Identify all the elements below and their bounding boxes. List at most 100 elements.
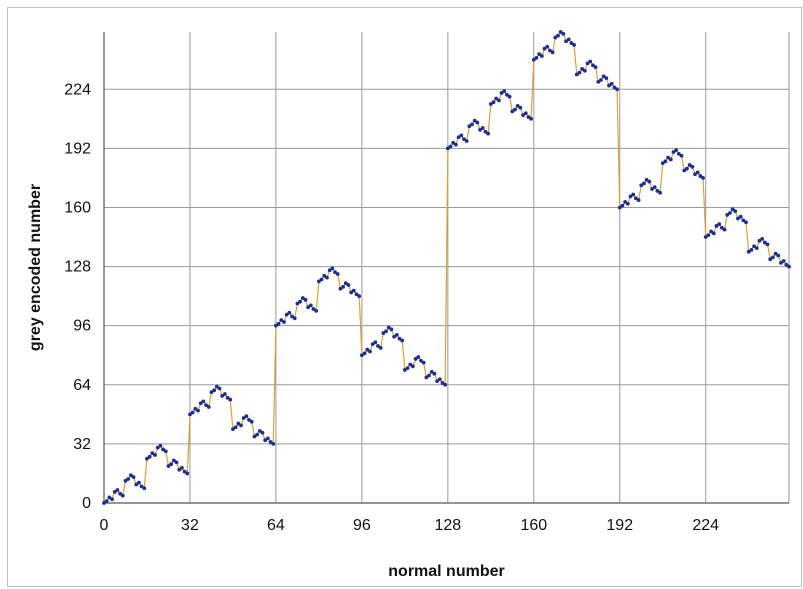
data-point (518, 105, 523, 110)
data-point (693, 172, 697, 177)
x-tick-label: 32 (181, 517, 199, 534)
data-point (408, 362, 413, 367)
data-point (736, 216, 740, 221)
data-point (494, 96, 499, 101)
data-point (300, 296, 305, 300)
data-point (166, 464, 171, 468)
data-point (118, 491, 123, 496)
data-point (483, 129, 488, 134)
data-point (709, 229, 713, 234)
data-point (303, 297, 308, 302)
data-point (239, 423, 243, 428)
data-point (459, 133, 464, 138)
data-point (233, 425, 238, 430)
data-point (698, 174, 703, 178)
data-point (384, 329, 388, 334)
data-point (577, 70, 582, 75)
data-point (462, 137, 466, 142)
data-point (378, 345, 383, 350)
data-point (359, 353, 364, 358)
data-point (663, 159, 668, 164)
data-point (308, 303, 313, 308)
data-point (104, 499, 109, 504)
data-point (655, 188, 660, 193)
data-point (558, 30, 563, 34)
data-point (287, 310, 292, 315)
data-point (725, 212, 730, 217)
data-point (411, 364, 415, 369)
data-point (338, 286, 343, 291)
data-point (150, 451, 155, 456)
data-point (400, 338, 405, 343)
data-point (201, 399, 206, 404)
data-point (580, 67, 585, 71)
x-tick-label: 0 (100, 517, 109, 534)
data-point (174, 460, 179, 465)
data-point (454, 142, 458, 147)
data-point (633, 196, 638, 201)
data-point (585, 61, 590, 66)
data-point (333, 270, 337, 275)
data-point (556, 33, 560, 38)
data-point (169, 462, 174, 467)
data-point (343, 281, 348, 286)
data-point (636, 198, 641, 202)
data-point (295, 301, 300, 306)
data-point (282, 320, 286, 324)
data-point (714, 224, 719, 228)
data-point (274, 323, 278, 328)
data-point (128, 473, 133, 478)
data-point (746, 249, 751, 254)
data-point (623, 200, 628, 204)
data-point (432, 371, 437, 376)
data-point (542, 46, 547, 51)
data-point (139, 484, 144, 489)
x-tick-label: 160 (520, 517, 547, 534)
data-point (464, 139, 469, 143)
data-point (236, 421, 241, 426)
data-point (217, 386, 222, 391)
data-point (373, 340, 378, 345)
y-tick-label: 160 (64, 199, 91, 216)
data-point (781, 259, 786, 263)
data-point (639, 183, 644, 188)
data-point (284, 312, 289, 317)
data-point (440, 381, 445, 385)
data-point (671, 150, 676, 154)
data-point (561, 31, 566, 36)
data-point (416, 355, 421, 359)
data-point (448, 144, 453, 149)
data-point (368, 349, 372, 354)
data-point (386, 325, 391, 330)
data-point (717, 222, 722, 226)
data-point (260, 430, 265, 435)
data-point (545, 44, 550, 49)
data-point (488, 102, 493, 106)
data-point (241, 416, 246, 420)
data-point (115, 488, 120, 492)
data-point (198, 401, 203, 406)
data-point (193, 406, 198, 411)
data-point (421, 360, 426, 365)
chart-frame (7, 7, 802, 587)
data-point (679, 153, 684, 158)
data-point (591, 63, 595, 68)
data-point (292, 316, 297, 321)
data-point (319, 277, 324, 282)
data-point (161, 447, 165, 452)
data-point (112, 490, 117, 494)
data-point (617, 205, 622, 210)
data-point (389, 327, 394, 332)
data-point (443, 382, 448, 387)
data-point (722, 227, 727, 232)
data-point (180, 466, 184, 470)
data-point (521, 113, 525, 118)
data-point (271, 441, 276, 446)
data-point (609, 81, 614, 86)
y-axis-label: grey encoded number (27, 184, 44, 351)
data-point (265, 436, 270, 441)
data-point (550, 50, 555, 55)
data-point (631, 192, 636, 197)
data-point (588, 59, 593, 64)
